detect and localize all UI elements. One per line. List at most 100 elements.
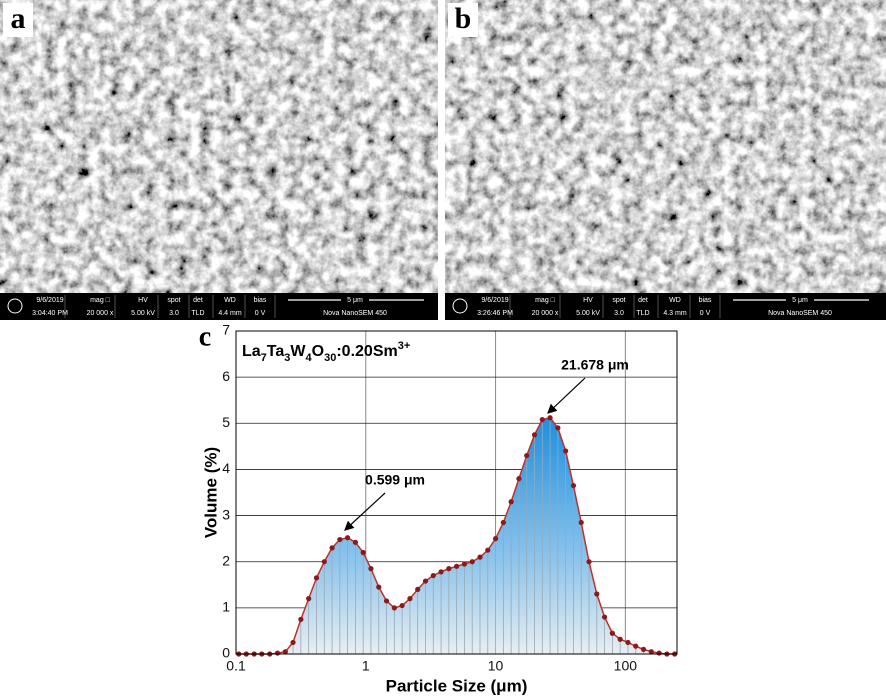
- info-value: 20 000 x: [87, 310, 114, 317]
- info-value: 3:26:46 PM: [477, 310, 513, 317]
- data-point: [539, 416, 545, 423]
- data-point: [306, 596, 312, 602]
- data-point: [360, 549, 366, 556]
- data-point: [656, 650, 662, 656]
- sample-label-part: 7: [261, 352, 267, 364]
- info-value: 3.0: [614, 310, 624, 317]
- info-value: TLD: [636, 310, 649, 317]
- sample-label: La7Ta3W4O30:0.20Sm3+: [242, 340, 410, 364]
- data-point: [337, 536, 343, 543]
- sample-label-part: 4: [306, 352, 313, 364]
- panel-label: a: [11, 2, 26, 35]
- data-point: [274, 650, 281, 656]
- info-value: TLD: [191, 310, 204, 317]
- data-point: [524, 452, 530, 459]
- data-point: [601, 614, 608, 620]
- info-value: 3:04:40 PM: [32, 310, 68, 317]
- annotation-arrow: [547, 377, 586, 414]
- data-point: [563, 448, 569, 454]
- data-point: [461, 561, 468, 567]
- data-point: [609, 630, 615, 636]
- data-point: [516, 476, 522, 482]
- scale-label-bg: [341, 295, 369, 305]
- data-point: [640, 646, 647, 652]
- sample-label-part: Ta: [267, 343, 285, 360]
- data-point: [407, 596, 413, 602]
- annotation: 21.678 μm: [561, 357, 629, 373]
- x-tick-label: 10: [488, 658, 504, 674]
- data-point: [531, 432, 538, 438]
- info-value: 0 V: [700, 310, 711, 317]
- sem-logo: [452, 298, 468, 314]
- data-point: [617, 636, 623, 642]
- info-header: 9/6/2019: [481, 297, 508, 304]
- sample-label-part: W: [290, 343, 306, 360]
- info-value: 5.00 kV: [576, 310, 600, 317]
- panel-label-box: [3, 3, 33, 37]
- x-tick-label: 0.1: [226, 658, 246, 674]
- info-value: 5.00 kV: [131, 310, 155, 317]
- data-point: [329, 545, 335, 551]
- y-tick-label: 4: [222, 460, 230, 476]
- info-header: WD: [224, 297, 236, 304]
- data-point: [500, 519, 506, 526]
- info-value: 0 V: [255, 310, 266, 317]
- data-point: [321, 559, 327, 565]
- y-tick-label: 6: [222, 368, 230, 384]
- plot-frame: [235, 330, 678, 655]
- info-header: mag □: [535, 297, 556, 304]
- scale-label: 5 μm: [792, 297, 808, 304]
- data-point: [594, 591, 600, 597]
- sample-label-part: 3+: [398, 340, 411, 352]
- data-point: [383, 598, 390, 604]
- sample-label-part: :0.20Sm: [336, 343, 397, 360]
- data-point: [492, 536, 499, 542]
- sem-image: [445, 0, 886, 293]
- info-value: 4.4 mm: [218, 310, 242, 317]
- y-tick-label: 1: [222, 599, 230, 615]
- data-point: [547, 415, 553, 421]
- info-value: 4.3 mm: [663, 310, 687, 317]
- x-tick-label: 100: [614, 658, 638, 674]
- chart-label: c: [199, 321, 211, 352]
- data-point: [454, 563, 460, 569]
- data-point: [446, 566, 452, 572]
- data-point: [376, 584, 382, 590]
- sample-label-part: La: [242, 343, 261, 360]
- info-header: det: [193, 297, 203, 304]
- annotation-arrow: [344, 492, 386, 531]
- data-point: [578, 519, 584, 526]
- info-value: 20 000 x: [532, 310, 559, 317]
- scale-label-bg: [786, 295, 814, 305]
- data-point: [508, 499, 514, 505]
- info-header: HV: [583, 297, 593, 304]
- data-point: [415, 586, 421, 593]
- data-point: [399, 602, 405, 609]
- x-axis-label: Particle Size (μm): [386, 676, 528, 695]
- y-tick-label: 7: [222, 322, 230, 338]
- data-point: [469, 559, 475, 565]
- info-header: mag □: [90, 297, 111, 304]
- sem-image: [0, 0, 438, 293]
- info-value: 3.0: [169, 310, 179, 317]
- sample-label-part: 3: [284, 352, 290, 364]
- data-point: [625, 639, 631, 646]
- info-header: spot: [167, 297, 180, 304]
- data-point: [282, 649, 288, 655]
- data-point: [290, 639, 296, 646]
- annotation: 0.599 μm: [365, 472, 425, 488]
- data-point: [586, 559, 592, 565]
- sample-label-part: 30: [324, 352, 336, 364]
- data-point: [477, 554, 483, 560]
- data-point: [485, 547, 491, 553]
- data-point: [344, 535, 351, 541]
- data-point: [313, 575, 320, 581]
- data-point: [438, 569, 444, 575]
- instrument: Nova NanoSEM 450: [768, 310, 832, 317]
- data-point: [298, 616, 304, 622]
- y-tick-label: 0: [222, 645, 230, 661]
- scale-label: 5 μm: [347, 297, 363, 304]
- data-point: [368, 566, 374, 572]
- data-point: [391, 605, 397, 611]
